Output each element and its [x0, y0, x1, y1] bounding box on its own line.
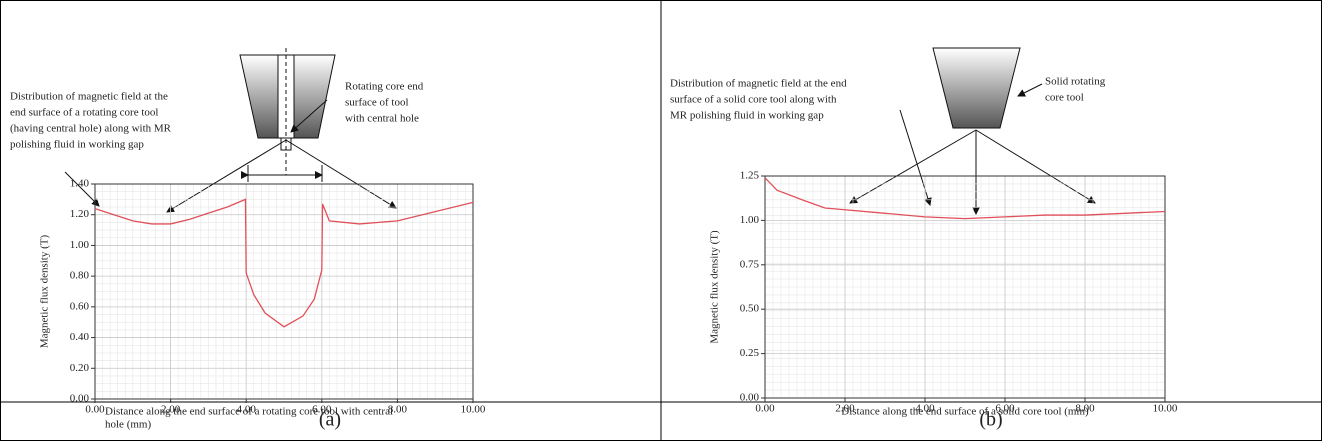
y-tick-label: 0.75	[740, 258, 760, 270]
annotation: Distribution of magnetic field at the en…	[670, 78, 847, 90]
annotation: Rotating core end	[345, 81, 424, 93]
y-tick-label: 0.40	[70, 331, 90, 343]
annotation: Solid rotating	[1045, 76, 1106, 88]
y-tick-label: 1.20	[70, 208, 90, 220]
x-axis-label: hole (mm)	[105, 419, 151, 431]
data-line	[94, 198, 474, 328]
y-tick-label: 0.20	[70, 362, 90, 374]
annotation: surface of a solid core tool along with	[670, 94, 837, 106]
annotation: end surface of a rotating core tool	[10, 107, 158, 119]
x-tick-label: 6.00	[995, 403, 1015, 415]
y-axis-label: Magnetic flux density (T)	[709, 230, 721, 344]
caption: (b)	[979, 409, 1002, 431]
annotation: polishing fluid in working gap	[10, 139, 144, 151]
x-tick-label: 2.00	[161, 404, 181, 416]
x-tick-label: 2.00	[835, 403, 855, 415]
x-tick-label: 0.00	[755, 403, 775, 415]
caption: (a)	[319, 409, 341, 431]
y-axis-label: Magnetic flux density (T)	[39, 235, 51, 349]
annotation: (having central hole) along with MR	[10, 123, 172, 135]
y-tick-label: 0.00	[740, 392, 760, 404]
x-tick-label: 0.00	[85, 404, 105, 416]
plot-frame	[764, 175, 1166, 399]
y-tick-label: 1.00	[740, 214, 760, 226]
x-tick-label: 8.00	[1075, 403, 1095, 415]
x-tick-label: 10.00	[461, 404, 486, 416]
x-tick-label: 4.00	[237, 404, 257, 416]
x-tick-label: 8.00	[388, 404, 408, 416]
x-axis-label: Distance along the end surface of a soli…	[841, 406, 1089, 418]
annotation: surface of tool	[345, 97, 409, 109]
annotation: MR polishing fluid in working gap	[670, 110, 824, 122]
tool-drawing	[64, 48, 397, 213]
y-tick-label: 1.25	[740, 170, 760, 182]
y-tick-label: 1.00	[70, 239, 90, 251]
plot-frame	[94, 183, 474, 400]
annotation: Distribution of magnetic field at the	[10, 91, 168, 103]
y-tick-label: 1.40	[70, 178, 90, 190]
annotation: with central hole	[345, 113, 419, 125]
y-tick-label: 0.25	[740, 347, 760, 359]
annotation: core tool	[1045, 92, 1084, 104]
tool-drawing	[849, 47, 1096, 215]
y-tick-label: 0.50	[740, 303, 760, 315]
y-tick-label: 0.00	[70, 393, 90, 405]
y-tick-label: 0.80	[70, 270, 90, 282]
x-axis-label: Distance along the end surface of a rota…	[105, 406, 393, 418]
x-tick-label: 10.00	[1153, 403, 1178, 415]
x-tick-label: 6.00	[312, 404, 332, 416]
y-tick-label: 0.60	[70, 300, 90, 312]
x-tick-label: 4.00	[915, 403, 935, 415]
data-line	[764, 177, 1166, 220]
